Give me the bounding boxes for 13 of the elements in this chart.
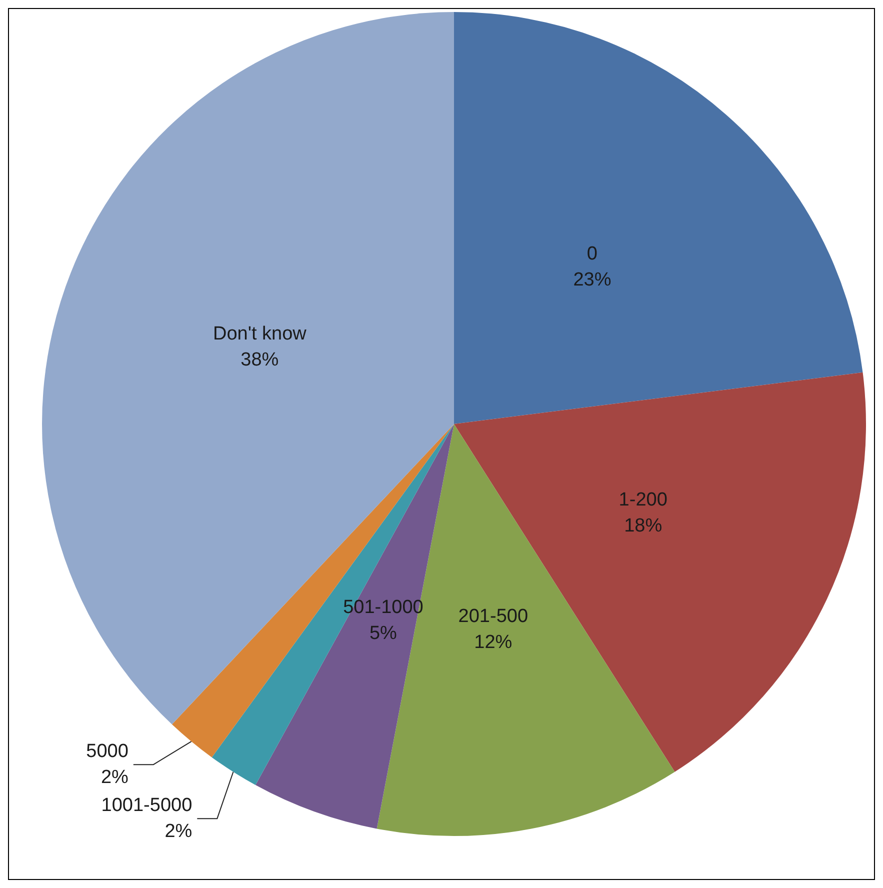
data-label: 12%	[474, 632, 512, 653]
data-label: 38%	[240, 350, 279, 371]
slice-label: 1001-5000	[101, 795, 192, 816]
data-label: 2%	[164, 821, 192, 842]
data-label: 18%	[624, 515, 662, 536]
slice-label: Don't know	[212, 324, 307, 345]
slice-label: 1-200	[618, 489, 668, 510]
data-label: 23%	[573, 270, 612, 291]
slice-label: 0	[586, 244, 598, 265]
data-label: 5%	[369, 623, 398, 644]
data-label: 2%	[100, 767, 129, 788]
slice-label: 5000	[86, 741, 128, 762]
slice-label: 201-500	[458, 606, 528, 627]
